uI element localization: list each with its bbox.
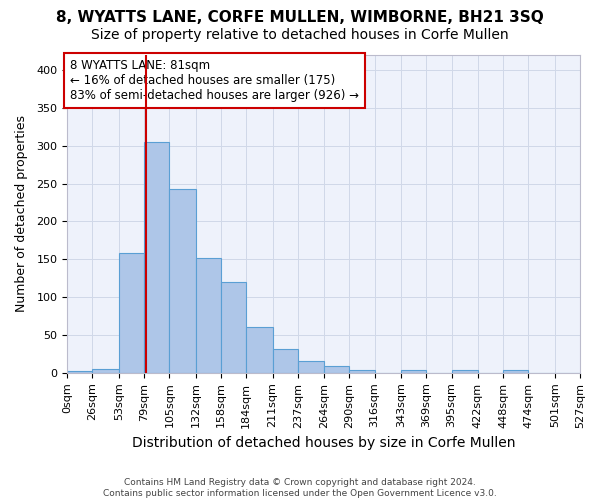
Bar (324, 366, 349, 373)
Bar (92, 369, 119, 373)
Bar (196, 258, 221, 373)
Text: 8, WYATTS LANE, CORFE MULLEN, WIMBORNE, BH21 3SQ: 8, WYATTS LANE, CORFE MULLEN, WIMBORNE, … (56, 10, 544, 25)
Bar (246, 328, 272, 373)
Text: 8 WYATTS LANE: 81sqm
← 16% of detached houses are smaller (175)
83% of semi-deta: 8 WYATTS LANE: 81sqm ← 16% of detached h… (70, 59, 359, 102)
Y-axis label: Number of detached properties: Number of detached properties (15, 116, 28, 312)
Bar (503, 370, 529, 373)
Text: Size of property relative to detached houses in Corfe Mullen: Size of property relative to detached ho… (91, 28, 509, 42)
Bar (221, 282, 246, 373)
Bar (298, 362, 324, 373)
Bar (401, 370, 426, 373)
Bar (144, 142, 169, 373)
Bar (119, 254, 144, 373)
Bar (452, 370, 478, 373)
Bar (169, 189, 196, 373)
Bar (272, 348, 298, 373)
Text: Contains HM Land Registry data © Crown copyright and database right 2024.
Contai: Contains HM Land Registry data © Crown c… (103, 478, 497, 498)
X-axis label: Distribution of detached houses by size in Corfe Mullen: Distribution of detached houses by size … (132, 436, 515, 450)
Bar (349, 370, 374, 373)
Bar (67, 372, 92, 373)
